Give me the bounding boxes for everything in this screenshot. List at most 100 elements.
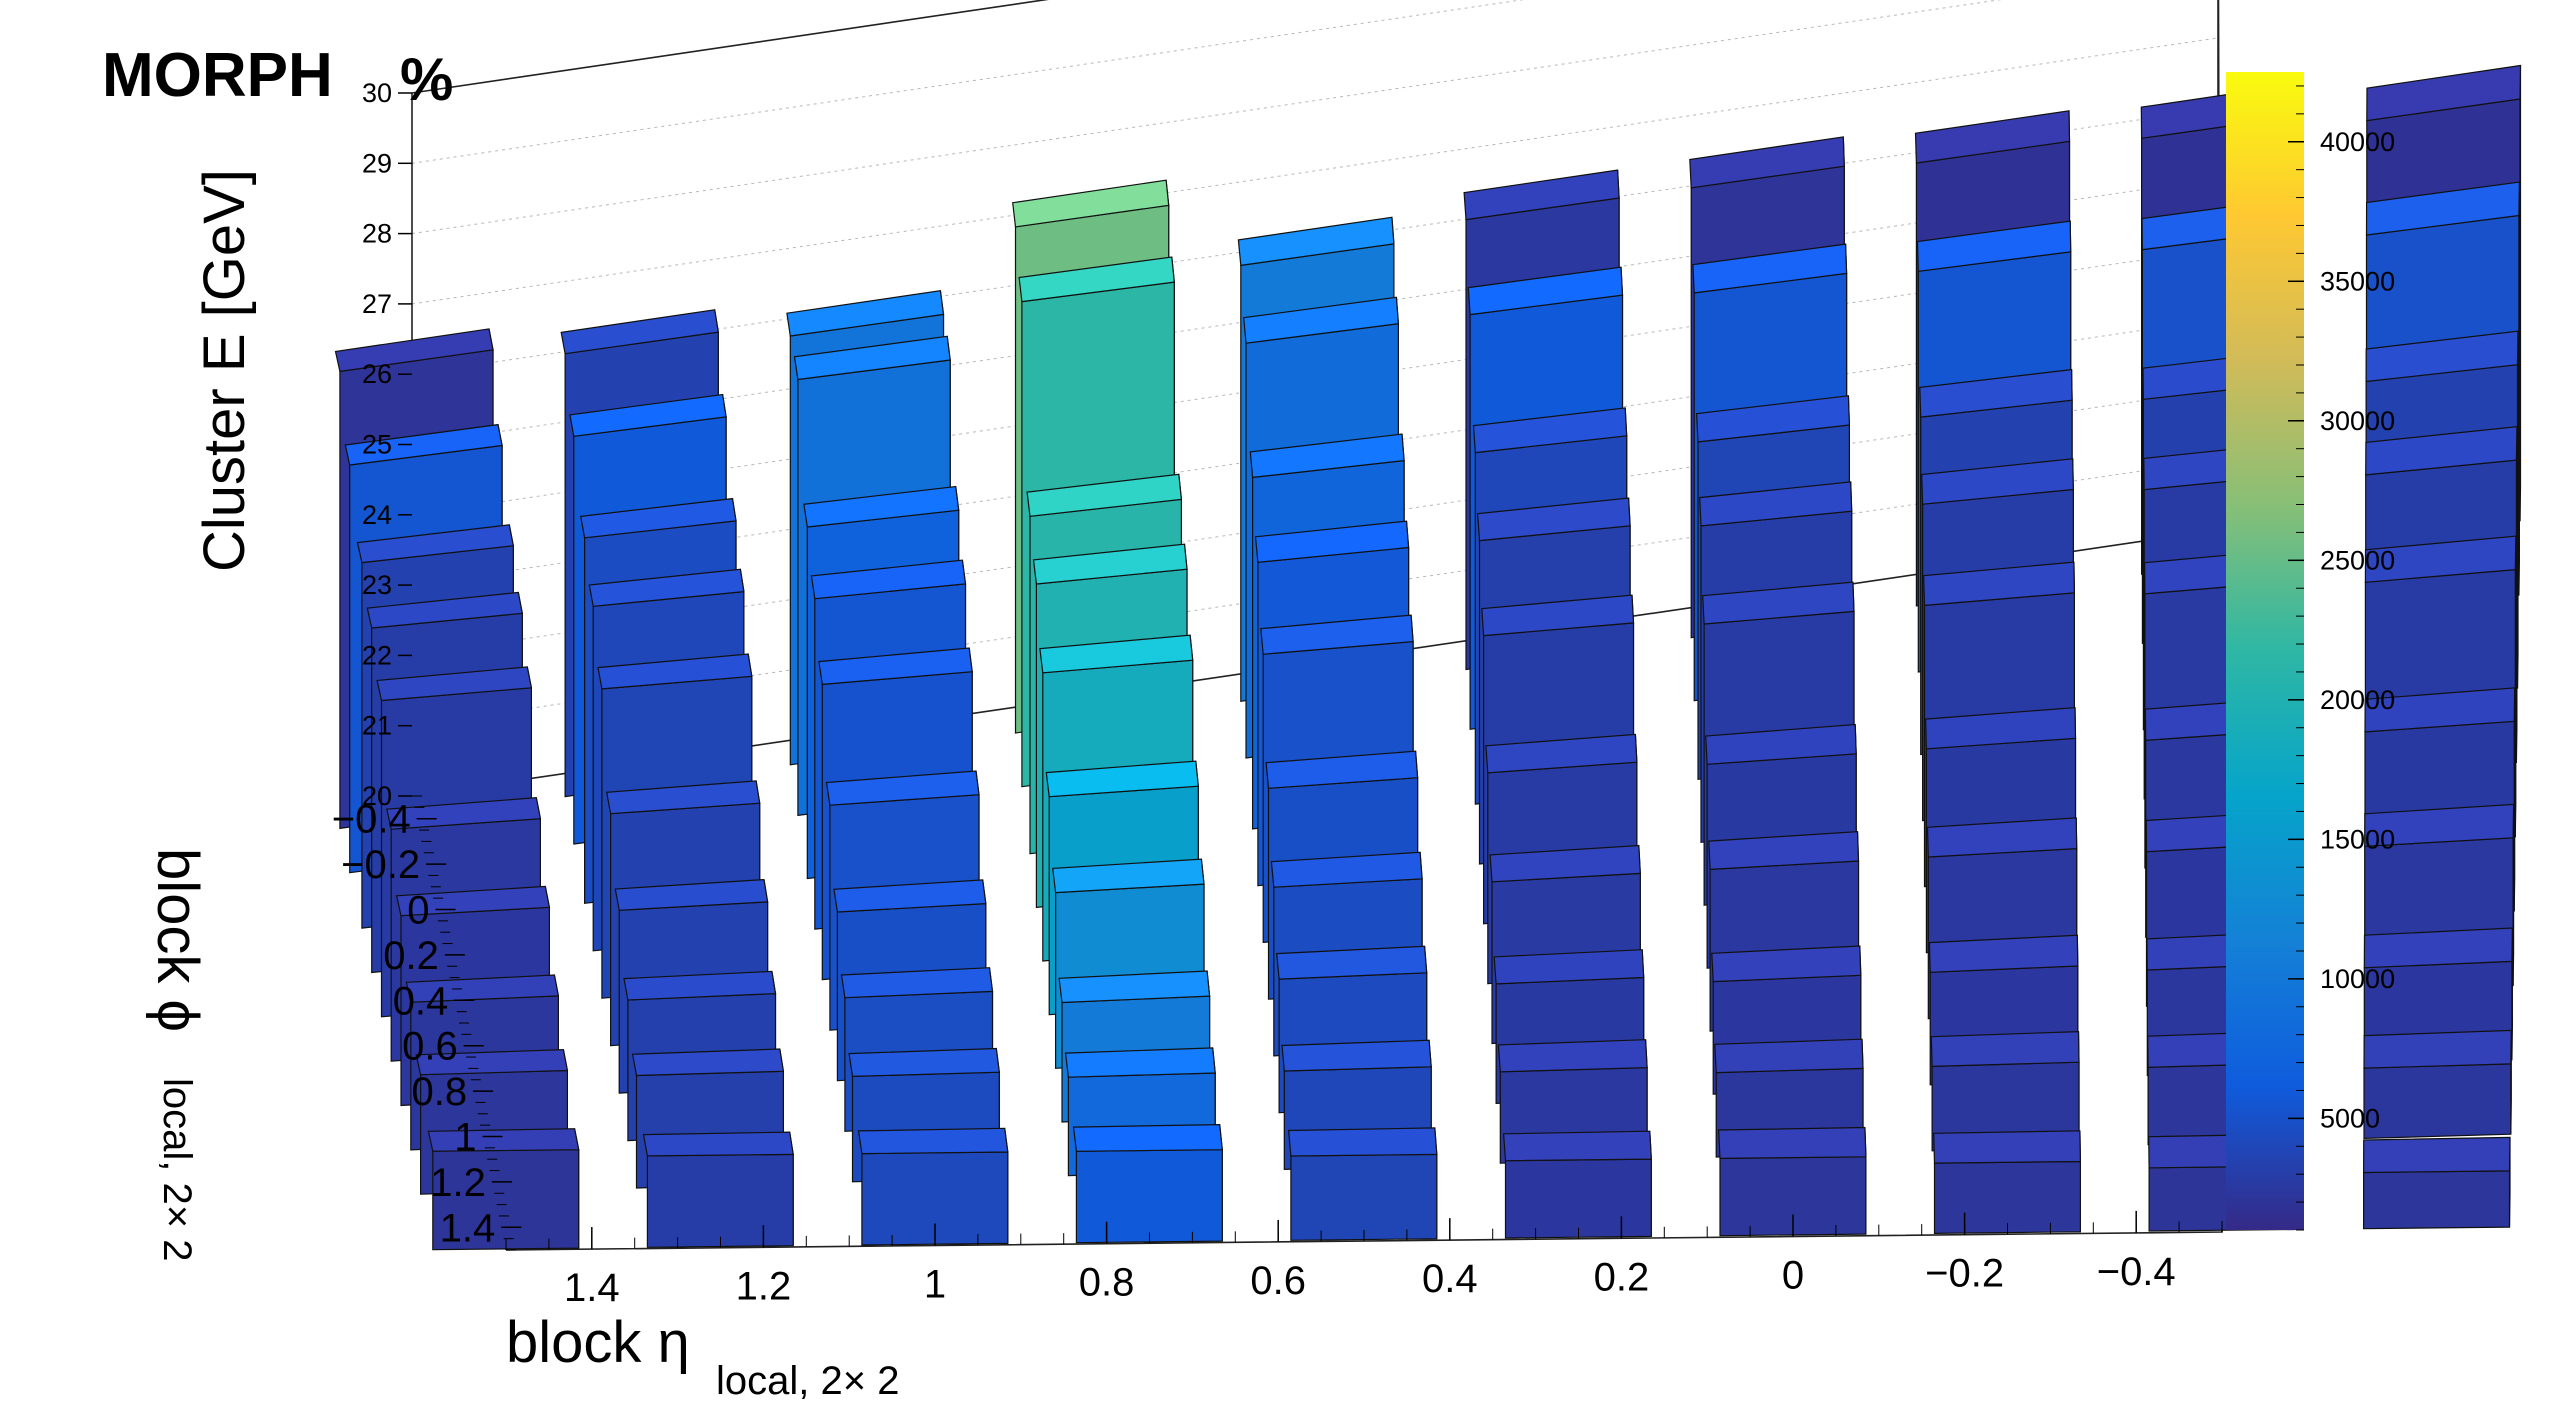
bar-top-face <box>786 290 945 337</box>
z-tick-label: 26 <box>362 359 392 389</box>
bar-top-face <box>1281 1039 1432 1072</box>
y-axis-label-sub: local, 2× 2 <box>155 1078 199 1261</box>
bar-top-face <box>810 559 967 600</box>
bar-top-face <box>395 885 551 917</box>
bar-top-face <box>605 780 761 815</box>
lego-bar <box>1933 1130 2082 1235</box>
bar-front-face <box>646 1153 794 1248</box>
bar-top-face <box>415 1048 569 1076</box>
bar-top-face <box>818 647 973 686</box>
bar-top-face <box>1921 458 2074 505</box>
bar-top-face <box>833 879 987 913</box>
bar-top-face <box>2365 330 2519 383</box>
bar-top-face <box>1711 945 1862 983</box>
z-tick-label: 25 <box>362 430 392 460</box>
bar-top-face <box>1276 945 1428 980</box>
bar-top-face <box>2366 64 2522 122</box>
bar-top-face <box>1922 561 2076 607</box>
x-tick-label: 1.4 <box>564 1266 620 1310</box>
z-gridline <box>411 0 1047 94</box>
chart-title: MORPH <box>102 41 333 110</box>
y-tick-label: 0.6 <box>402 1025 458 1069</box>
colorbar-tick-label: 35000 <box>2320 266 2395 296</box>
bar-top-face <box>427 1128 580 1152</box>
colorbar-ticks: 5000 10000 15000 20000 25000 30000 35000 40000 <box>2288 85 2395 1231</box>
bar-top-face <box>631 1048 785 1077</box>
x-axis-label: block η <box>506 1310 690 1375</box>
z-tick-label: 27 <box>362 289 392 319</box>
bar-top-face <box>1926 817 2078 858</box>
bar-front-face <box>1933 1160 2081 1235</box>
bar-top-face <box>1714 1038 1864 1074</box>
bar-top-face <box>2364 687 2516 733</box>
bar-top-face <box>1058 970 1211 1004</box>
bar-top-face <box>2363 1029 2512 1069</box>
lego-bars <box>334 64 2522 1251</box>
title-percent: % <box>400 46 453 113</box>
lego-bar <box>1072 1123 1223 1244</box>
lego-bar <box>857 1127 1009 1246</box>
bar-top-face <box>1045 760 1199 798</box>
bar-top-face <box>588 568 745 607</box>
x-tick-label: 0.6 <box>1250 1259 1306 1303</box>
x-tick-label: 1.2 <box>736 1264 792 1308</box>
bar-top-face <box>334 328 494 373</box>
lego-bar <box>642 1131 794 1248</box>
lego-bar <box>1717 1126 1867 1237</box>
z-tick-label: 22 <box>362 640 392 670</box>
z-tick-label: 24 <box>362 500 392 530</box>
bar-top-face <box>1928 934 2079 973</box>
bar-top-face <box>1243 296 1400 344</box>
y-tick-label: 1 <box>454 1116 476 1160</box>
bar-top-face <box>344 423 503 466</box>
bar-top-face <box>1265 750 1419 789</box>
bar-top-face <box>1463 169 1620 221</box>
z-tick-label: 21 <box>362 711 392 741</box>
y-axis-label: block ϕ <box>145 848 210 1032</box>
bar-top-face <box>2363 927 2514 969</box>
bar-front-face <box>2363 1063 2512 1140</box>
bar-top-face <box>1039 634 1194 674</box>
bar-top-face <box>1924 706 2077 750</box>
bar-top-face <box>1933 1130 2082 1164</box>
bar-top-face <box>560 309 719 355</box>
bar-top-face <box>793 335 951 381</box>
bar-top-face <box>597 653 753 690</box>
bar-top-face <box>1476 497 1631 542</box>
y-axis-ticks: −0.4−0.200.20.40.60.811.21.4 <box>332 795 522 1251</box>
bar-top-face <box>366 591 524 629</box>
z-tick-label: 28 <box>362 219 392 249</box>
bar-front-face <box>1504 1158 1652 1239</box>
bar-top-face <box>1702 581 1855 625</box>
bar-top-face <box>848 1047 1000 1078</box>
bar-top-face <box>1489 844 1641 883</box>
x-tick-label: 0.4 <box>1422 1257 1478 1301</box>
colorbar-tick-label: 15000 <box>2320 824 2395 854</box>
bar-top-face <box>405 974 560 1003</box>
bar-top-face <box>1930 1030 2080 1068</box>
bar-top-face <box>2365 426 2518 476</box>
bar-top-face <box>1692 243 1848 294</box>
x-tick-label: 1 <box>924 1263 946 1307</box>
lego-bar <box>1502 1130 1652 1239</box>
colorbar-tick-label: 10000 <box>2320 964 2395 994</box>
bar-top-face <box>1249 433 1405 479</box>
colorbar-gradient <box>2226 72 2304 1230</box>
bar-top-face <box>1919 368 2073 418</box>
bar-top-face <box>1032 543 1188 585</box>
z-tick-label: 23 <box>362 570 392 600</box>
bar-top-face <box>1254 520 1410 563</box>
bar-front-face <box>2363 1170 2511 1230</box>
bar-top-face <box>1467 266 1624 316</box>
bar-top-face <box>1705 723 1857 765</box>
bar-top-face <box>1472 407 1628 454</box>
lego-bar <box>2363 1029 2512 1140</box>
bar-top-face <box>642 1131 794 1157</box>
bar-top-face <box>1237 216 1395 267</box>
bar-front-face <box>1290 1153 1438 1241</box>
colorbar-tick-label: 5000 <box>2320 1103 2380 1133</box>
x-tick-label: −0.4 <box>2097 1250 2176 1294</box>
z-tick-label: 20 <box>362 781 392 811</box>
bar-top-face <box>857 1127 1009 1155</box>
y-tick-label: 0.8 <box>411 1070 467 1114</box>
